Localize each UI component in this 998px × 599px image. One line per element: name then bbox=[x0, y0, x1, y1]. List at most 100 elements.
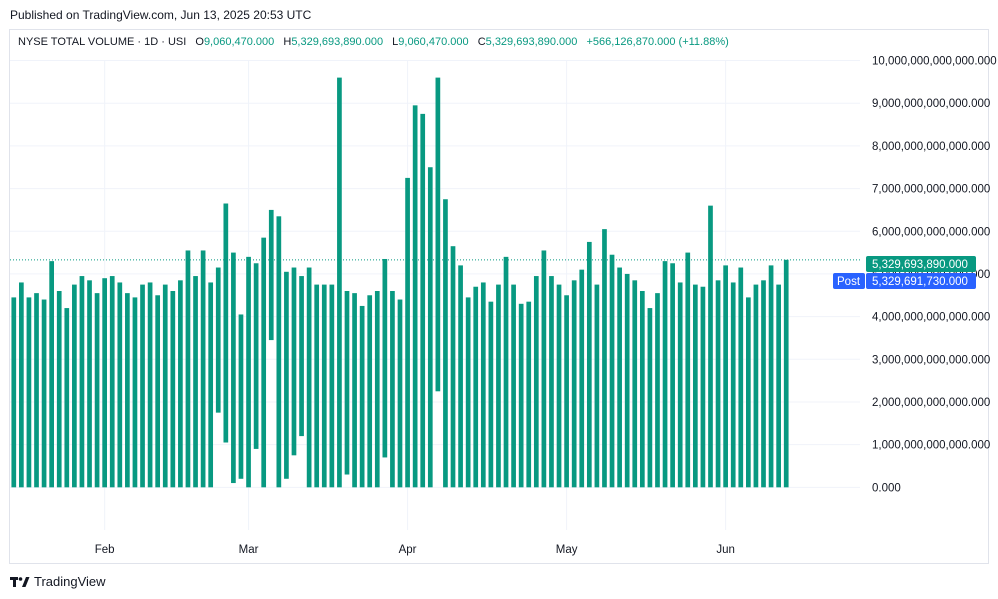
volume-bar[interactable] bbox=[579, 269, 585, 488]
chart-frame[interactable] bbox=[9, 29, 989, 564]
volume-bar[interactable] bbox=[541, 250, 547, 488]
volume-bar[interactable] bbox=[344, 291, 350, 475]
volume-bar[interactable] bbox=[700, 286, 706, 488]
volume-bar[interactable] bbox=[564, 295, 569, 488]
volume-bar[interactable] bbox=[276, 216, 282, 488]
volume-bar[interactable] bbox=[284, 271, 289, 479]
volume-bar[interactable] bbox=[655, 293, 660, 488]
volume-bar[interactable] bbox=[215, 267, 221, 413]
volume-bar[interactable] bbox=[170, 291, 176, 488]
volume-bar[interactable] bbox=[359, 305, 365, 488]
volume-bar[interactable] bbox=[435, 77, 441, 392]
volume-bar[interactable] bbox=[420, 113, 426, 488]
volume-bar[interactable] bbox=[231, 252, 236, 484]
volume-bar[interactable] bbox=[306, 267, 312, 488]
volume-bar[interactable] bbox=[367, 295, 373, 488]
volume-bar[interactable] bbox=[178, 280, 183, 488]
volume-bar[interactable] bbox=[321, 284, 327, 488]
volume-bar[interactable] bbox=[753, 284, 759, 488]
volume-bar[interactable] bbox=[427, 167, 433, 488]
volume-bar[interactable] bbox=[352, 293, 357, 488]
volume-bar[interactable] bbox=[26, 297, 32, 488]
volume-bar[interactable] bbox=[19, 282, 24, 488]
volume-bar[interactable] bbox=[609, 254, 615, 488]
volume-bar[interactable] bbox=[117, 282, 123, 488]
volume-bar[interactable] bbox=[397, 299, 403, 488]
volume-bar[interactable] bbox=[34, 293, 39, 488]
volume-bar[interactable] bbox=[268, 209, 274, 341]
volume-bar[interactable] bbox=[715, 280, 721, 488]
volume-bar[interactable] bbox=[677, 282, 683, 488]
volume-bar[interactable] bbox=[299, 276, 304, 437]
volume-bar[interactable] bbox=[208, 282, 214, 488]
volume-bar[interactable] bbox=[632, 280, 638, 488]
volume-bar[interactable] bbox=[776, 284, 781, 488]
volume-bar[interactable] bbox=[639, 291, 645, 488]
volume-bar[interactable] bbox=[783, 259, 789, 488]
volume-bar[interactable] bbox=[132, 297, 138, 488]
volume-bar[interactable] bbox=[56, 291, 62, 488]
volume-bar[interactable] bbox=[488, 301, 494, 488]
volume-bar[interactable] bbox=[193, 276, 198, 488]
volume-bar[interactable] bbox=[102, 278, 108, 488]
volume-bar[interactable] bbox=[526, 301, 532, 488]
volume-bar[interactable] bbox=[246, 256, 251, 488]
volume-bar[interactable] bbox=[738, 267, 744, 488]
volume-bar[interactable] bbox=[480, 282, 486, 488]
volume-bar[interactable] bbox=[412, 105, 418, 488]
volume-bar[interactable] bbox=[382, 258, 388, 458]
volume-bar[interactable] bbox=[496, 284, 501, 488]
volume-bar[interactable] bbox=[556, 284, 562, 488]
volume-bar[interactable] bbox=[549, 276, 554, 488]
volume-bar[interactable] bbox=[314, 284, 320, 488]
volume-bar[interactable] bbox=[518, 303, 524, 488]
volume-bar[interactable] bbox=[79, 276, 85, 488]
volume-bar[interactable] bbox=[662, 261, 668, 488]
volume-bar[interactable] bbox=[329, 284, 335, 488]
volume-bar[interactable] bbox=[768, 265, 774, 488]
volume-bar[interactable] bbox=[261, 237, 267, 488]
volume-bar[interactable] bbox=[730, 282, 736, 488]
volume-bar[interactable] bbox=[140, 284, 145, 488]
volume-bar[interactable] bbox=[594, 284, 600, 488]
volume-bar[interactable] bbox=[458, 265, 463, 488]
volume-bar[interactable] bbox=[761, 280, 766, 488]
volume-bar[interactable] bbox=[87, 280, 92, 488]
volume-bar[interactable] bbox=[746, 297, 751, 488]
volume-bar[interactable] bbox=[586, 241, 592, 488]
volume-bar[interactable] bbox=[374, 291, 380, 488]
volume-bar[interactable] bbox=[291, 267, 297, 456]
volume-bar[interactable] bbox=[125, 293, 130, 488]
volume-bar[interactable] bbox=[685, 252, 691, 488]
volume-bar[interactable] bbox=[223, 203, 229, 443]
volume-bar[interactable] bbox=[624, 273, 630, 488]
volume-bar[interactable] bbox=[511, 284, 516, 488]
volume-bar[interactable] bbox=[473, 286, 479, 488]
volume-bar[interactable] bbox=[155, 295, 161, 488]
volume-bar[interactable] bbox=[647, 308, 653, 488]
volume-bar[interactable] bbox=[602, 229, 607, 488]
volume-bar[interactable] bbox=[617, 267, 622, 488]
volume-bar[interactable] bbox=[390, 291, 395, 488]
volume-bar[interactable] bbox=[465, 297, 471, 488]
volume-bar[interactable] bbox=[147, 282, 153, 488]
volume-bar[interactable] bbox=[64, 308, 70, 488]
volume-bar[interactable] bbox=[162, 284, 168, 488]
volume-bar[interactable] bbox=[72, 284, 77, 488]
volume-bar[interactable] bbox=[200, 250, 206, 488]
volume-bar[interactable] bbox=[11, 297, 17, 488]
volume-bar[interactable] bbox=[109, 276, 115, 488]
volume-bar[interactable] bbox=[571, 280, 577, 488]
volume-bar[interactable] bbox=[337, 77, 342, 488]
volume-bar[interactable] bbox=[253, 263, 259, 449]
volume-bar[interactable] bbox=[503, 256, 509, 488]
footer-brand[interactable]: TradingView bbox=[10, 574, 106, 589]
volume-bar[interactable] bbox=[533, 276, 539, 488]
volume-bar[interactable] bbox=[49, 261, 54, 488]
volume-bar[interactable] bbox=[692, 284, 698, 488]
volume-bar[interactable] bbox=[723, 265, 728, 488]
volume-bar[interactable] bbox=[185, 250, 191, 488]
volume-bar[interactable] bbox=[443, 199, 448, 488]
volume-bar[interactable] bbox=[41, 299, 47, 488]
